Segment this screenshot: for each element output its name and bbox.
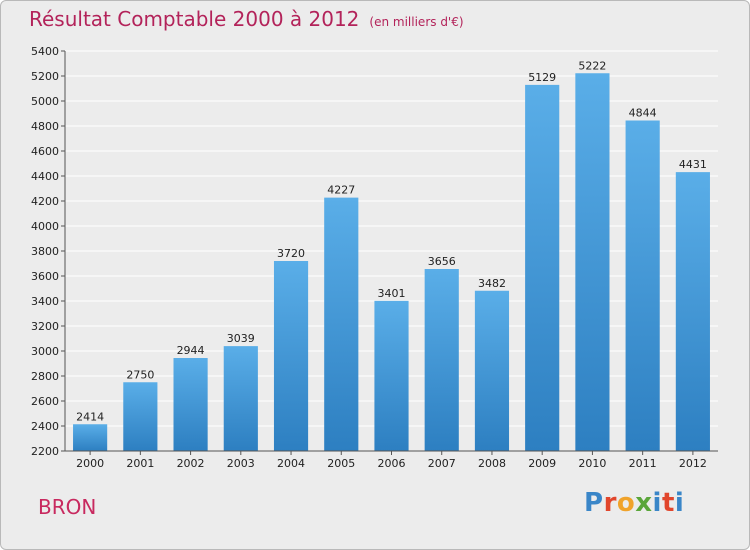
x-tick-label-2006: 2006	[378, 457, 406, 470]
x-tick-label-2012: 2012	[679, 457, 707, 470]
y-tick-label: 4000	[31, 220, 59, 233]
data-label-2004: 3720	[277, 247, 305, 260]
logo-letter: P	[584, 488, 604, 518]
x-tick-label-2004: 2004	[277, 457, 305, 470]
y-tick-label: 4800	[31, 120, 59, 133]
logo-letter: i	[674, 488, 685, 518]
bar-2002	[173, 358, 208, 451]
y-tick-label: 3600	[31, 270, 59, 283]
bar-2000	[73, 424, 108, 451]
x-tick-label-2010: 2010	[578, 457, 606, 470]
logo-letter: o	[616, 488, 636, 518]
bar-2008	[474, 290, 510, 451]
data-labels: 2414 2750 2944 3039 3720 4227 3401 3656 3482 5129…	[76, 59, 707, 423]
data-label-2010: 5222	[578, 59, 606, 72]
bar-2009	[525, 84, 560, 451]
x-tick-label-2000: 2000	[76, 457, 104, 470]
chart-title: Résultat Comptable 2000 à 2012 (en millie…	[29, 7, 464, 31]
y-tick-label: 5000	[31, 95, 59, 108]
x-tick-label-2005: 2005	[327, 457, 355, 470]
x-tick-label-2011: 2011	[629, 457, 657, 470]
data-label-2008: 3482	[478, 277, 506, 290]
data-label-2011: 4844	[629, 107, 657, 120]
axes: 2200 2400 2600 2800 3000 3200 3400 3600 3800 4000…	[31, 45, 718, 470]
x-tick-label-2007: 2007	[428, 457, 456, 470]
y-tick-label: 2200	[31, 445, 59, 458]
y-tick-label: 4200	[31, 195, 59, 208]
data-label-2006: 3401	[378, 287, 406, 300]
x-tick-label-2002: 2002	[177, 457, 205, 470]
x-tick-label-2009: 2009	[528, 457, 556, 470]
chart-subtitle: (en milliers d'€)	[369, 15, 464, 29]
data-label-2009: 5129	[528, 71, 556, 84]
proxiti-logo[interactable]: Proxiti	[584, 488, 684, 518]
bar-2005	[324, 197, 359, 451]
data-label-2007: 3656	[428, 255, 456, 268]
chart-title-text: Résultat Comptable 2000 à 2012	[29, 7, 360, 31]
logo-letter: x	[635, 488, 653, 518]
logo-letter: t	[661, 488, 675, 518]
y-tick-label: 3400	[31, 295, 59, 308]
data-label-2003: 3039	[227, 332, 255, 345]
data-label-2001: 2750	[126, 368, 154, 381]
y-tick-label: 4600	[31, 145, 59, 158]
bar-2004	[273, 261, 309, 451]
x-tick-label-2008: 2008	[478, 457, 506, 470]
bar-2010	[575, 73, 610, 451]
logo-letter: i	[652, 488, 662, 518]
y-tick-label: 2800	[31, 370, 59, 383]
y-tick-label: 5400	[31, 45, 59, 58]
y-tick-label: 3200	[31, 320, 59, 333]
y-tick-label: 2400	[31, 420, 59, 433]
data-label-2002: 2944	[177, 344, 205, 357]
data-label-2005: 4227	[327, 184, 355, 197]
y-tick-label: 5200	[31, 70, 59, 83]
y-tick-label: 2600	[31, 395, 59, 408]
bar-2007	[424, 269, 459, 451]
y-tick-label: 4400	[31, 170, 59, 183]
data-label-2000: 2414	[76, 410, 104, 423]
y-tick-label: 3800	[31, 245, 59, 258]
bar-2001	[123, 382, 158, 451]
bar-2003	[223, 346, 258, 451]
bar-2006	[374, 300, 409, 451]
x-tick-label-2001: 2001	[126, 457, 154, 470]
data-label-2012: 4431	[679, 158, 707, 171]
bars	[73, 73, 710, 451]
logo-letter: r	[603, 488, 617, 518]
location-label: BRON	[38, 495, 97, 519]
bar-2012	[675, 172, 710, 451]
y-tick-label: 3000	[31, 345, 59, 358]
bar-2011	[625, 120, 660, 451]
x-tick-label-2003: 2003	[227, 457, 255, 470]
